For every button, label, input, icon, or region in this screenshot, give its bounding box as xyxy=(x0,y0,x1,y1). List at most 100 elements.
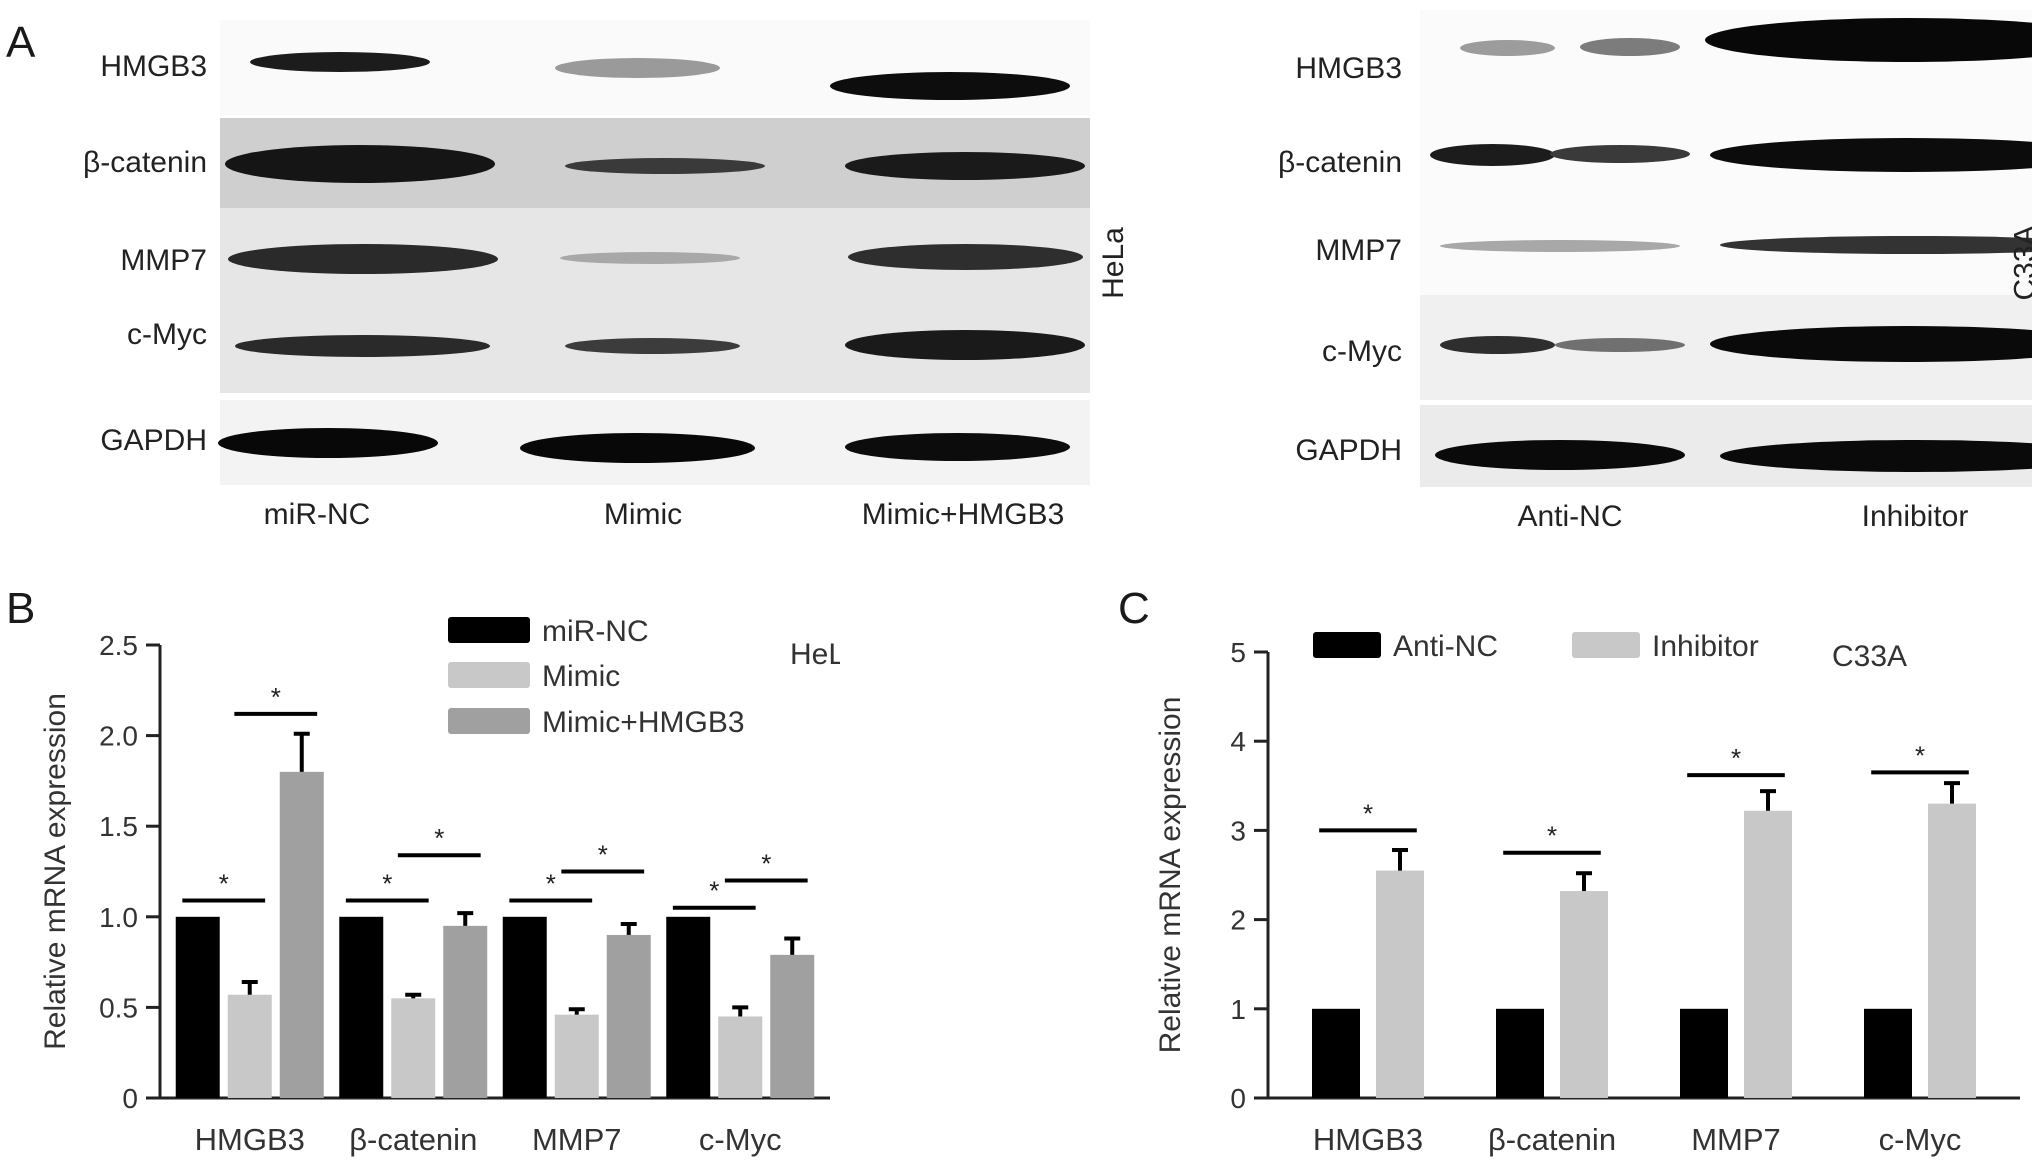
bar-mimic-hmgb3 xyxy=(443,925,488,1098)
y-tick-label: 1.5 xyxy=(99,811,138,842)
x-tick-label: HMGB3 xyxy=(195,1122,305,1157)
band-hela-mmp7-mimic xyxy=(560,252,740,264)
cell-line-annotation: C33A xyxy=(1832,640,1907,673)
cell-line-label-c33a: C33A xyxy=(2008,225,2032,301)
band-c33a-mmp7-inhibitor xyxy=(1720,236,2032,254)
y-tick-label: 2 xyxy=(1230,905,1246,936)
x-tick-label: MMP7 xyxy=(532,1122,622,1157)
legend-label: Anti-NC xyxy=(1393,630,1498,663)
band-hela-mmp7-mimic-hmgb3 xyxy=(848,244,1083,270)
bar-mir-nc xyxy=(666,916,711,1098)
band-hela-gapdh-mimic xyxy=(520,433,755,463)
band-c33a-hmgb3-antinc-b xyxy=(1580,38,1680,56)
lane-label-hela-1: Mimic xyxy=(603,498,683,531)
y-tick-label: 2.5 xyxy=(99,630,138,661)
significance-star: * xyxy=(382,868,392,898)
band-c33a-mmp7-antinc xyxy=(1440,240,1680,252)
panel-c-letter: C xyxy=(1118,584,1150,633)
y-tick-label: 0 xyxy=(1230,1083,1246,1114)
bar-mimic xyxy=(554,1014,599,1098)
y-tick-label: 2.0 xyxy=(99,721,138,752)
x-tick-label: β-catenin xyxy=(1488,1122,1616,1157)
bar-chart-c33a: 0 1 2 3 4 5 Relative mRNA expression HMGB3 β-cat… xyxy=(1154,630,2020,1157)
blot-label-hela-0: HMGB3 xyxy=(100,50,207,83)
legend-swatch xyxy=(448,662,530,688)
band-c33a-cmyc-antinc-a xyxy=(1440,336,1555,354)
y-tick-label: 1.0 xyxy=(99,902,138,933)
y-tick-label: 1 xyxy=(1230,994,1246,1025)
x-tick-label: c-Myc xyxy=(1879,1122,1962,1157)
band-hela-mmp7-mirnc xyxy=(228,244,498,274)
x-tick-label: c-Myc xyxy=(699,1122,782,1157)
significance-star: * xyxy=(1363,798,1373,828)
x-tick-label: MMP7 xyxy=(1691,1122,1781,1157)
y-tick-label: 4 xyxy=(1230,726,1246,757)
band-hela-bcat-mirnc xyxy=(225,145,495,183)
significance-star: * xyxy=(271,682,281,712)
blot-hela: HMGB3 β-catenin MMP7 c-Myc GAPDH miR-NC … xyxy=(0,0,1140,540)
legend-swatch xyxy=(448,708,530,734)
bar-inhibitor xyxy=(1744,810,1792,1098)
band-c33a-hmgb3-antinc-a xyxy=(1460,40,1555,56)
band-hela-hmgb3-mirnc xyxy=(250,52,430,72)
bar-chart-hela: 0 0.5 1.0 1.5 2.0 2.5 Relative mRNA expression… xyxy=(39,615,840,1157)
bar-inhibitor xyxy=(1560,891,1608,1098)
lane-label-c33a-0: Anti-NC xyxy=(1517,500,1623,533)
x-tick-label: β-catenin xyxy=(349,1122,477,1157)
y-axis-label: Relative mRNA expression xyxy=(39,693,72,1050)
band-hela-cmyc-mirnc xyxy=(235,335,490,357)
legend-label: Mimic xyxy=(542,660,620,693)
band-hela-hmgb3-mimic-hmgb3 xyxy=(830,72,1070,100)
bar-mir-nc xyxy=(502,916,547,1098)
significance-star: * xyxy=(1915,740,1925,770)
band-c33a-bcat-antinc-a xyxy=(1430,144,1555,166)
blot-label-c33a-2: MMP7 xyxy=(1315,234,1402,267)
bar-anti-nc xyxy=(1496,1008,1544,1098)
blot-strip-mmp7-cmyc xyxy=(220,208,1090,393)
bar-mimic-hmgb3 xyxy=(606,934,651,1098)
band-c33a-gapdh-inhibitor xyxy=(1720,440,2032,472)
bar-mimic-hmgb3 xyxy=(279,771,324,1098)
band-c33a-gapdh-antinc xyxy=(1435,440,1685,470)
cell-line-label-hela: HeLa xyxy=(1096,227,1130,299)
band-hela-bcat-mimic-hmgb3 xyxy=(845,152,1085,180)
bar-inhibitor xyxy=(1376,870,1424,1098)
bar-anti-nc xyxy=(1864,1008,1912,1098)
band-c33a-bcat-antinc-b xyxy=(1550,145,1690,163)
legend-label: miR-NC xyxy=(542,615,649,648)
band-c33a-hmgb3-inhibitor xyxy=(1705,18,2032,62)
blot-label-c33a-0: HMGB3 xyxy=(1295,52,1402,85)
significance-star: * xyxy=(434,823,444,853)
blot-label-c33a-1: β-catenin xyxy=(1278,146,1402,179)
y-axis-label: Relative mRNA expression xyxy=(1154,697,1187,1054)
y-tick-label: 3 xyxy=(1230,815,1246,846)
panel-b-letter: B xyxy=(6,584,36,633)
band-c33a-bcat-inhibitor xyxy=(1710,138,2032,172)
legend-swatch xyxy=(1313,632,1381,658)
bar-mimic xyxy=(391,998,436,1098)
bar-mimic-hmgb3 xyxy=(770,954,815,1098)
legend-label: Inhibitor xyxy=(1652,630,1759,663)
blot-c33a: HMGB3 β-catenin MMP7 c-Myc GAPDH Anti-NC… xyxy=(1140,0,2032,540)
bar-inhibitor xyxy=(1928,803,1976,1098)
band-hela-bcat-mimic xyxy=(565,158,765,174)
lane-label-c33a-1: Inhibitor xyxy=(1861,500,1969,533)
blot-label-c33a-4: GAPDH xyxy=(1295,434,1402,467)
significance-star: * xyxy=(1731,743,1741,773)
blot-label-c33a-3: c-Myc xyxy=(1322,335,1402,368)
legend-label: Mimic+HMGB3 xyxy=(542,706,745,739)
band-c33a-cmyc-inhibitor xyxy=(1710,326,2032,362)
significance-star: * xyxy=(598,840,608,870)
cell-line-annotation: HeLa xyxy=(790,638,840,671)
significance-star: * xyxy=(761,849,771,879)
band-hela-gapdh-mirnc xyxy=(218,428,438,458)
band-hela-gapdh-mimic-hmgb3 xyxy=(845,433,1070,461)
band-hela-cmyc-mimic-hmgb3 xyxy=(845,330,1085,360)
legend-swatch xyxy=(448,617,530,643)
lane-label-hela-0: miR-NC xyxy=(263,498,371,531)
bar-mimic xyxy=(718,1016,763,1098)
significance-star: * xyxy=(709,876,719,906)
bar-mir-nc xyxy=(339,916,384,1098)
significance-star: * xyxy=(1547,821,1557,851)
blot-label-hela-3: c-Myc xyxy=(127,318,207,351)
